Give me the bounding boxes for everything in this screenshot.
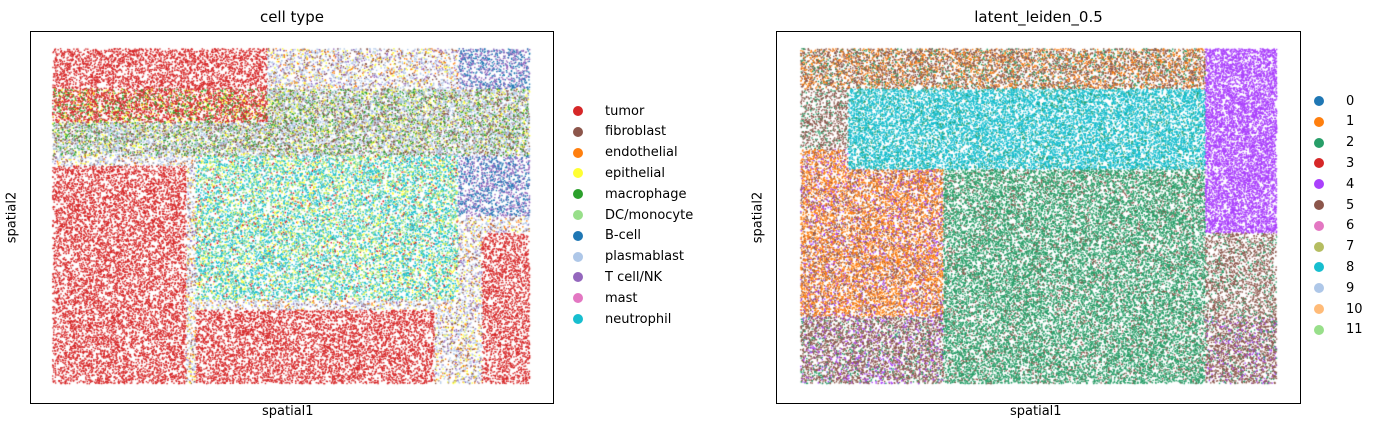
legend-item: DC/monocyte — [573, 206, 693, 224]
legend-label: macrophage — [605, 186, 687, 202]
legend-item: 0 — [1314, 92, 1354, 110]
panel2-xlabel: spatial1 — [1010, 404, 1062, 419]
legend-label: 9 — [1346, 280, 1355, 296]
panel1-title: cell type — [259, 8, 325, 26]
legend-item: epithelial — [573, 164, 665, 182]
legend-marker — [573, 147, 583, 158]
legend-label: 8 — [1346, 259, 1355, 275]
legend-marker — [1314, 324, 1324, 335]
legend-marker — [573, 293, 583, 304]
legend-label: B-cell — [605, 228, 641, 244]
legend-label: mast — [605, 290, 638, 306]
legend-label: neutrophil — [605, 311, 672, 327]
legend-item: T cell/NK — [573, 268, 662, 286]
legend-marker — [573, 106, 583, 116]
panel1-xlabel: spatial1 — [262, 404, 314, 419]
legend-label: 4 — [1346, 176, 1355, 192]
legend-label: 7 — [1346, 239, 1355, 255]
legend-marker — [573, 210, 583, 220]
legend-label: 1 — [1346, 114, 1355, 130]
legend-item: 8 — [1314, 258, 1354, 276]
legend-marker — [1314, 200, 1324, 210]
legend-label: 11 — [1346, 322, 1363, 338]
legend-item: mast — [573, 289, 638, 307]
panel2-plot-area — [776, 31, 1301, 404]
legend-item: 3 — [1314, 154, 1354, 172]
legend-item: endothelial — [573, 144, 678, 162]
legend-item: neutrophil — [573, 310, 671, 328]
legend-label: fibroblast — [605, 124, 667, 140]
panel2-legend: 0 1 2 3 4 5 6 7 8 9 10 11 — [1314, 92, 1384, 342]
legend-item: macrophage — [573, 185, 687, 203]
legend-marker — [1314, 304, 1324, 314]
panel2-title: latent_leiden_0.5 — [974, 8, 1103, 26]
panel1-ylabel: spatial2 — [4, 191, 20, 244]
legend-label: 0 — [1346, 93, 1355, 109]
legend-marker — [1314, 158, 1324, 169]
legend-item: 5 — [1314, 196, 1354, 214]
legend-label: tumor — [605, 103, 645, 119]
legend-label: 5 — [1346, 197, 1355, 213]
legend-marker — [1314, 220, 1324, 231]
legend-label: 10 — [1346, 301, 1363, 317]
legend-item: tumor — [573, 102, 644, 120]
panel2-ylabel: spatial2 — [750, 191, 766, 244]
legend-item: B-cell — [573, 227, 641, 245]
legend-marker — [1314, 116, 1324, 127]
legend-label: DC/monocyte — [605, 207, 694, 223]
legend-item: 7 — [1314, 238, 1354, 256]
legend-marker — [573, 168, 583, 179]
legend-item: fibroblast — [573, 123, 666, 141]
legend-marker — [1314, 262, 1324, 273]
legend-label: plasmablast — [605, 249, 684, 265]
legend-item: 11 — [1314, 321, 1363, 339]
legend-item: 10 — [1314, 300, 1363, 318]
legend-marker — [573, 189, 583, 200]
legend-marker — [573, 272, 583, 283]
panel1-plot-area — [30, 31, 554, 404]
legend-item: 4 — [1314, 175, 1354, 193]
legend-marker — [573, 126, 583, 137]
panel2-scatter-points — [777, 32, 1300, 403]
legend-item: 9 — [1314, 279, 1354, 297]
legend-label: T cell/NK — [605, 269, 663, 285]
legend-marker — [1314, 283, 1324, 294]
legend-marker — [1314, 137, 1324, 148]
legend-label: epithelial — [605, 165, 665, 181]
legend-label: 2 — [1346, 135, 1355, 151]
legend-label: 6 — [1346, 218, 1355, 234]
legend-item: 1 — [1314, 113, 1354, 131]
panel1-legend: tumor fibroblast endothelial epithelial macr… — [573, 102, 713, 332]
legend-item: plasmablast — [573, 248, 684, 266]
legend-marker — [573, 230, 583, 241]
legend-marker — [573, 314, 583, 324]
legend-marker — [1314, 179, 1324, 190]
legend-label: endothelial — [605, 145, 678, 161]
legend-marker — [1314, 96, 1324, 106]
legend-marker — [1314, 241, 1324, 252]
legend-label: 3 — [1346, 155, 1355, 171]
panel1-scatter-points — [31, 32, 553, 403]
legend-item: 6 — [1314, 217, 1354, 235]
legend-item: 2 — [1314, 134, 1354, 152]
legend-marker — [573, 251, 583, 262]
